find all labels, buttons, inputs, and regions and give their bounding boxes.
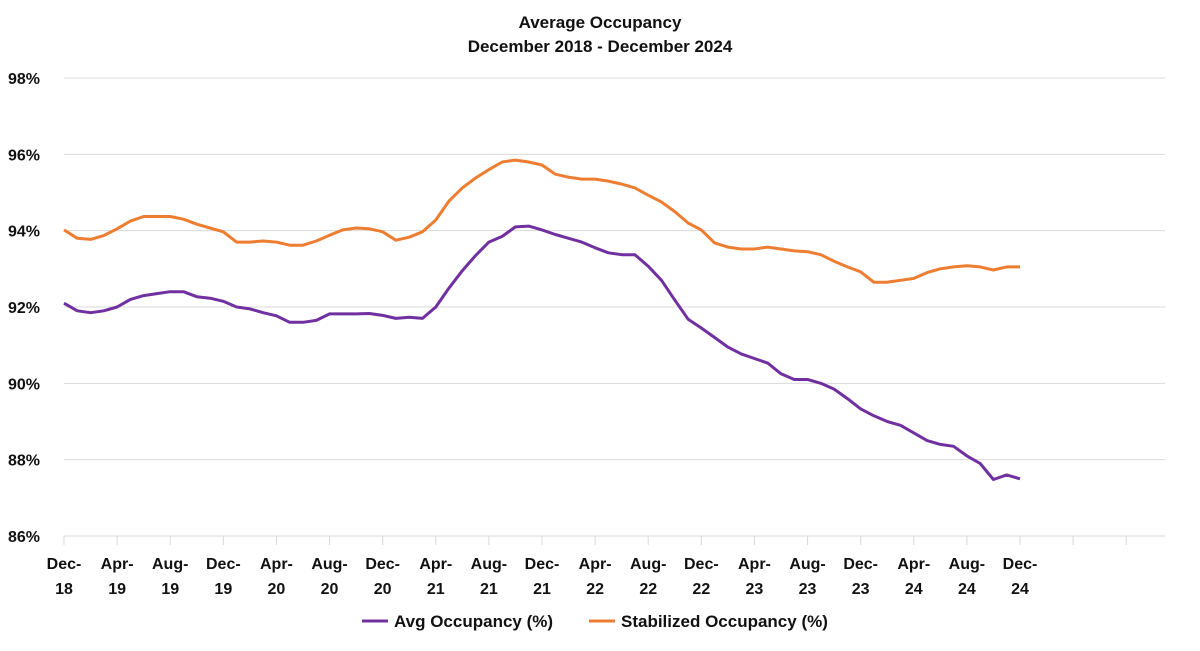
x-tick-label-month: Dec- [206, 556, 241, 573]
x-tick-label-month: Apr- [897, 556, 930, 573]
x-tick-label-year: 20 [374, 581, 392, 598]
x-tick-label-month: Apr- [738, 556, 771, 573]
x-tick-label-year: 22 [639, 581, 657, 598]
x-tick-label-month: Dec- [365, 556, 400, 573]
x-tick-label-month: Dec- [843, 556, 878, 573]
x-tick-label-month: Dec- [684, 556, 719, 573]
y-tick-label: 88% [8, 453, 40, 470]
x-tick-label-month: Aug- [471, 556, 507, 573]
x-tick-label-month: Aug- [789, 556, 825, 573]
x-tick-label-year: 21 [480, 581, 498, 598]
x-tick-label-year: 18 [55, 581, 73, 598]
x-tick-label-year: 19 [161, 581, 179, 598]
legend-label: Stabilized Occupancy (%) [621, 612, 828, 631]
x-tick-label-month: Aug- [311, 556, 347, 573]
y-tick-label: 86% [8, 529, 40, 546]
x-tick-label-year: 22 [586, 581, 604, 598]
y-tick-label: 94% [8, 224, 40, 241]
x-tick-label-year: 21 [533, 581, 551, 598]
x-tick-label-year: 21 [427, 581, 445, 598]
x-tick-label-month: Apr- [419, 556, 452, 573]
x-tick-label-year: 23 [852, 581, 870, 598]
x-tick-label-year: 20 [268, 581, 286, 598]
y-tick-label: 92% [8, 300, 40, 317]
x-tick-label-year: 24 [1011, 581, 1029, 598]
y-tick-label: 90% [8, 376, 40, 393]
x-tick-label-month: Apr- [260, 556, 293, 573]
x-tick-label-year: 24 [958, 581, 976, 598]
y-tick-label: 96% [8, 147, 40, 164]
x-tick-label-year: 20 [321, 581, 339, 598]
x-tick-label-year: 23 [799, 581, 817, 598]
x-tick-label-year: 24 [905, 581, 923, 598]
x-tick-label-month: Aug- [949, 556, 985, 573]
legend: Avg Occupancy (%) Stabilized Occupancy (%… [362, 612, 828, 631]
series-lines [63, 158, 1021, 481]
x-tick-label-month: Dec- [525, 556, 560, 573]
y-axis: 86% 88% 90% 92% 94% 96% 98% [8, 71, 40, 546]
x-tick-label-year: 23 [746, 581, 764, 598]
series-line-stabilized-occupancy [63, 158, 1020, 284]
x-axis: Dec- 18 Apr- 19 Aug- 19 Dec- 19 Apr- 20 Aug- 20 Dec-… [47, 536, 1127, 598]
x-tick-label-month: Apr- [101, 556, 134, 573]
series-line-avg-occupancy [63, 224, 1021, 481]
x-tick-label-month: Apr- [579, 556, 612, 573]
x-tick-label-month: Dec- [47, 556, 82, 573]
x-tick-label-year: 19 [108, 581, 126, 598]
gridlines [64, 77, 1165, 537]
x-tick-label-year: 19 [214, 581, 232, 598]
x-tick-label-month: Aug- [630, 556, 666, 573]
y-tick-label: 98% [8, 71, 40, 88]
chart-title: Average Occupancy [519, 13, 682, 32]
x-tick-label-year: 22 [692, 581, 710, 598]
x-tick-label-month: Dec- [1003, 556, 1038, 573]
legend-label: Avg Occupancy (%) [394, 612, 553, 631]
x-tick-label-month: Aug- [152, 556, 188, 573]
chart-subtitle: December 2018 - December 2024 [468, 37, 733, 56]
